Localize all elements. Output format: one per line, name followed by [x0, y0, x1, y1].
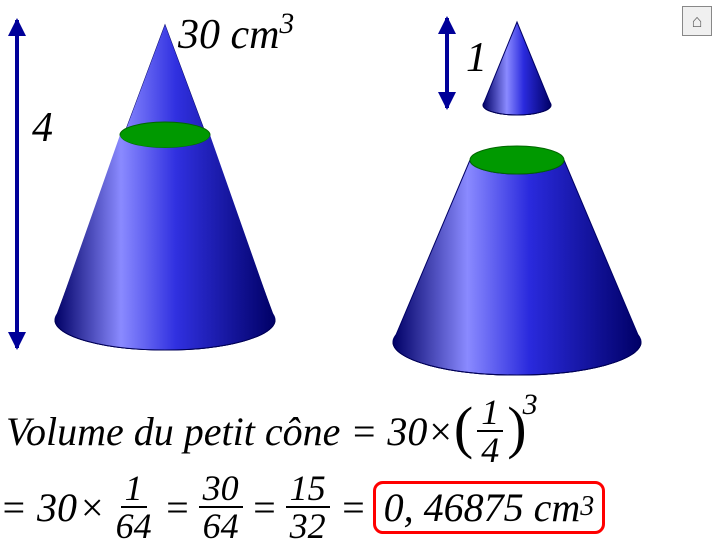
- math-line-2: = 30 × 1 64 = 30 64 = 15 32 = 0, 46875 c…: [0, 470, 605, 544]
- frustum-top-slice: [470, 146, 564, 174]
- label-big-height: 4: [32, 104, 53, 152]
- math-line-1: Volume du petit cône = 30 × ( 1 4 ) 3: [6, 394, 542, 468]
- result-box: 0, 46875 cm3: [373, 481, 606, 534]
- label-small-height: 1: [466, 34, 487, 82]
- label-big-volume: 30 cm3: [178, 8, 294, 59]
